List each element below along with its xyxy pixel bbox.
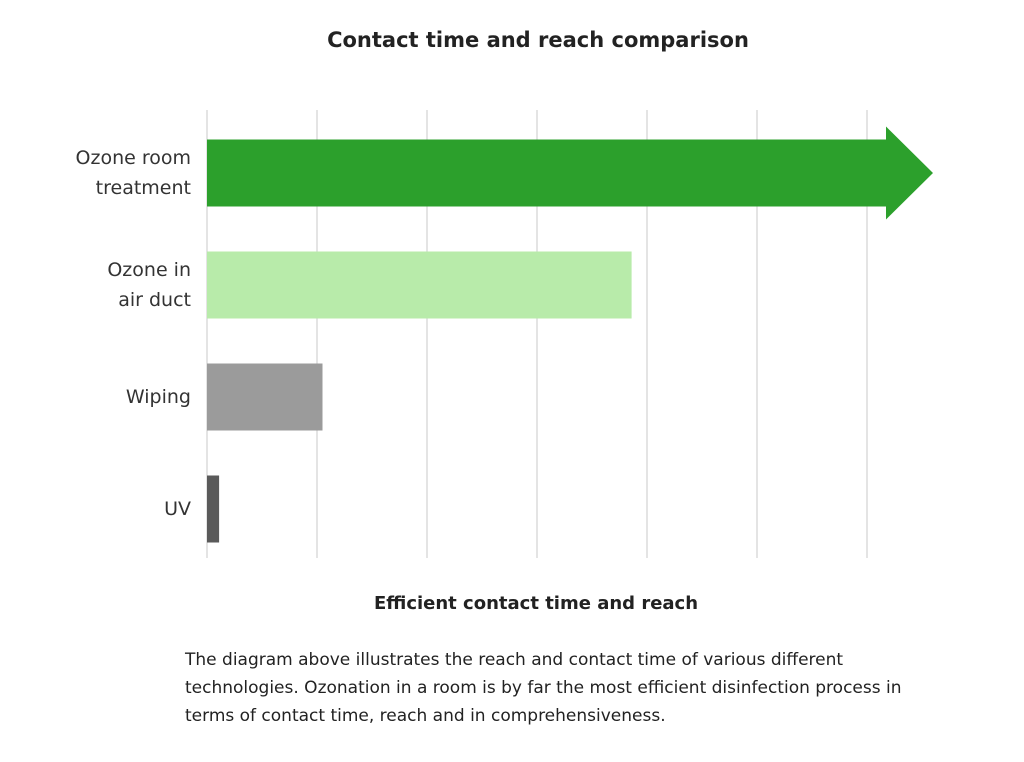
chart-title: Contact time and reach comparison — [327, 28, 749, 52]
bar — [207, 475, 220, 543]
chart: Contact time and reach comparison Effici… — [206, 28, 933, 614]
description: The diagram above illustrates the reach … — [185, 650, 902, 726]
arrow-bar — [207, 126, 933, 220]
category-label: Ozone room treatment — [75, 147, 191, 199]
category-label: UV — [164, 498, 191, 520]
category-label: Ozone in air duct — [107, 259, 191, 311]
bar — [207, 363, 323, 431]
category-label: Wiping — [125, 386, 191, 408]
bar — [207, 251, 632, 319]
x-axis-label: Efficient contact time and reach — [374, 593, 698, 614]
